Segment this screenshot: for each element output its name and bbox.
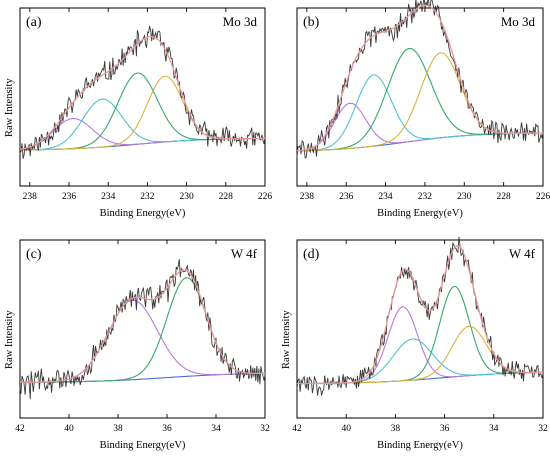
panel-d: 42 40 38 36 34 32 Binding Energy(eV) Raw Intens… (281, 236, 548, 451)
x-tick-label: 226 (258, 192, 273, 202)
y-axis-label: Raw Intensity (4, 78, 15, 137)
panel-label: (d) (303, 247, 320, 262)
fit-component-line (297, 47, 543, 152)
x-tick-label: 234 (378, 192, 393, 202)
plot-frame (19, 239, 266, 419)
plot-frame (296, 239, 544, 419)
fit-component-line (19, 118, 265, 150)
x-tick-label: 42 (15, 424, 25, 434)
panel-b: 238 236 234 232 230 228 226 Binding Energy(eV) (… (296, 0, 550, 219)
x-axis-label: Binding Energy(eV) (100, 208, 186, 219)
x-tick-label: 230 (457, 192, 472, 202)
raw-spectrum-line (296, 0, 544, 159)
raw-spectrum-line (296, 236, 544, 396)
x-tick-label: 32 (538, 424, 548, 434)
fit-component-line (20, 299, 266, 383)
x-tick-label: 38 (113, 424, 123, 434)
fit-component-line (297, 74, 543, 152)
x-tick-label: 236 (62, 192, 77, 202)
plot-frame (296, 7, 544, 187)
x-tick-label: 32 (260, 424, 270, 434)
fit-envelope-line (297, 4, 543, 152)
spectrum-annotation: W 4f (509, 246, 536, 261)
spectrum-annotation: Mo 3d (501, 14, 536, 29)
x-tick-label: 34 (489, 424, 499, 434)
x-tick-label: 232 (418, 192, 433, 202)
fit-component-line (297, 306, 544, 385)
fit-envelope-line (19, 35, 265, 150)
x-axis-label: Binding Energy(eV) (377, 440, 463, 451)
x-tick-label: 226 (536, 192, 550, 202)
raw-spectrum-line (19, 25, 266, 159)
x-tick-label: 36 (162, 424, 172, 434)
x-tick-label: 40 (341, 424, 351, 434)
x-axis-label: Binding Energy(eV) (100, 440, 186, 451)
x-tick-label: 232 (140, 192, 155, 202)
x-tick-label: 230 (179, 192, 194, 202)
x-tick-label: 238 (23, 192, 38, 202)
panel-label: (a) (26, 15, 42, 30)
background-line (297, 132, 543, 152)
fit-envelope-line (297, 245, 544, 385)
x-axis-label: Binding Energy(eV) (377, 208, 463, 219)
raw-spectrum-line (19, 259, 266, 400)
x-tick-label: 228 (219, 192, 234, 202)
panel-label: (c) (26, 247, 42, 262)
x-tick-label: 36 (440, 424, 450, 434)
x-tick-label: 238 (300, 192, 315, 202)
fit-component-line (297, 52, 543, 152)
x-tick-label: 40 (64, 424, 74, 434)
x-tick-label: 234 (101, 192, 116, 202)
plot-frame (19, 7, 266, 187)
spectrum-annotation: Mo 3d (223, 14, 258, 29)
fit-component-line (297, 338, 544, 385)
y-axis-label: Raw Intensity (281, 310, 292, 369)
panel-c: 42 40 38 36 34 32 Binding Energy(eV) Raw Intens… (4, 239, 270, 451)
x-tick-label: 38 (391, 424, 401, 434)
fit-component-line (297, 325, 544, 385)
panel-a: 238 236 234 232 230 228 226 Binding Energy(eV) R… (4, 7, 273, 219)
panel-label: (b) (303, 15, 320, 30)
y-axis-label: Raw Intensity (4, 310, 15, 369)
spectrum-annotation: W 4f (231, 246, 258, 261)
x-tick-label: 42 (292, 424, 302, 434)
x-tick-label: 228 (497, 192, 512, 202)
x-tick-label: 236 (339, 192, 354, 202)
fit-envelope-line (20, 269, 265, 383)
x-tick-label: 34 (211, 424, 221, 434)
